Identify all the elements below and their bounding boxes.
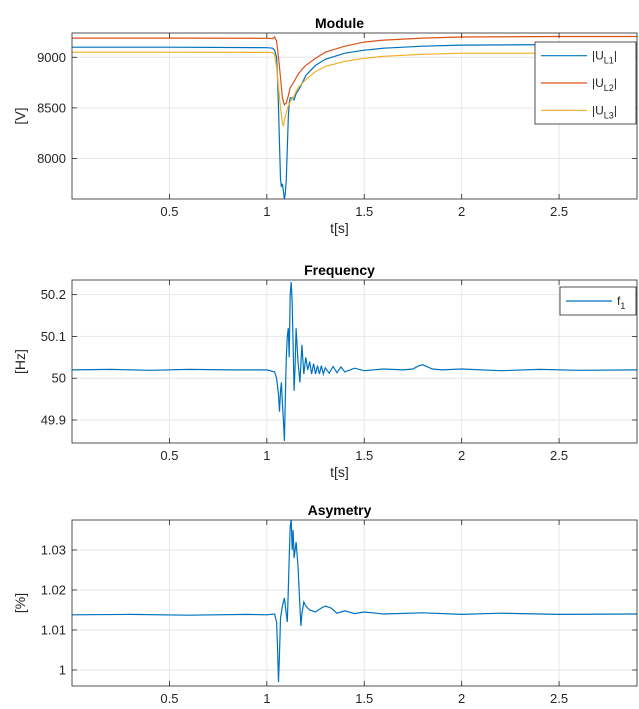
x-tick-label: 2	[458, 448, 465, 463]
chart-title: Frequency	[304, 262, 375, 278]
y-tick-label: 1	[59, 663, 66, 678]
y-tick-label: 49.9	[41, 413, 66, 428]
plot-area	[72, 520, 637, 686]
x-tick-label: 1	[263, 448, 270, 463]
x-tick-label: 1	[263, 691, 270, 706]
y-tick-label: 50	[52, 371, 66, 386]
legend-label-3: |UL3|	[592, 103, 617, 120]
x-tick-label: 0.5	[160, 204, 178, 219]
x-axis-label: t[s]	[330, 220, 349, 236]
y-tick-label: 1.01	[41, 623, 66, 638]
legend-label-1: f1	[617, 294, 625, 311]
plot-frame	[71, 32, 638, 200]
series-line-1	[72, 520, 637, 683]
y-tick-label: 8500	[37, 100, 66, 115]
x-tick-label: 1.5	[355, 691, 373, 706]
y-tick-label: 9000	[37, 50, 66, 65]
y-tick-label: 8000	[37, 151, 66, 166]
legend: f1	[559, 286, 637, 316]
series-line-3	[72, 51, 637, 127]
x-axis-label: t[s]	[330, 464, 349, 480]
x-tick-label: 0.5	[160, 691, 178, 706]
y-tick-label: 50.2	[41, 287, 66, 302]
chart-panel-1: 0.5 1 1.5 2 2.5 8000 8500 9000 Module t[s] [V] |UL1…	[12, 15, 638, 236]
x-tick-label: 2.5	[550, 204, 568, 219]
x-tick-label: 2	[458, 204, 465, 219]
y-axis-label: [V]	[12, 107, 28, 124]
plot-area	[72, 280, 637, 443]
x-tick-label: 1.5	[355, 448, 373, 463]
y-axis-label: [Hz]	[12, 349, 28, 374]
y-axis-label: [%]	[12, 593, 28, 613]
chart-title: Asymetry	[308, 502, 372, 518]
chart-title: Module	[315, 15, 364, 31]
plot-frame	[71, 519, 638, 687]
y-tick-label: 1.02	[41, 583, 66, 598]
x-tick-label: 1	[263, 204, 270, 219]
y-tick-label: 50.1	[41, 329, 66, 344]
series-line-1	[72, 282, 637, 441]
plot-frame	[71, 279, 638, 444]
legend: |UL1| |UL2| |UL3|	[534, 41, 637, 125]
legend-label-1: |UL1|	[592, 49, 617, 66]
series-line-2	[72, 35, 637, 107]
x-tick-label: 1.5	[355, 204, 373, 219]
x-tick-label: 2.5	[550, 448, 568, 463]
x-tick-label: 0.5	[160, 448, 178, 463]
y-tick-label: 1.03	[41, 543, 66, 558]
x-tick-label: 2	[458, 691, 465, 706]
x-tick-label: 2.5	[550, 691, 568, 706]
chart-panel-2: 0.5 1 1.5 2 2.5 49.9 50 50.1 50.2 Frequency t[s] [H…	[12, 262, 638, 480]
chart-panel-3: 0.5 1 1.5 2 2.5 1 1.01 1.02 1.03 Asymetry [%]	[12, 502, 638, 706]
legend-label-2: |UL2|	[592, 76, 617, 93]
